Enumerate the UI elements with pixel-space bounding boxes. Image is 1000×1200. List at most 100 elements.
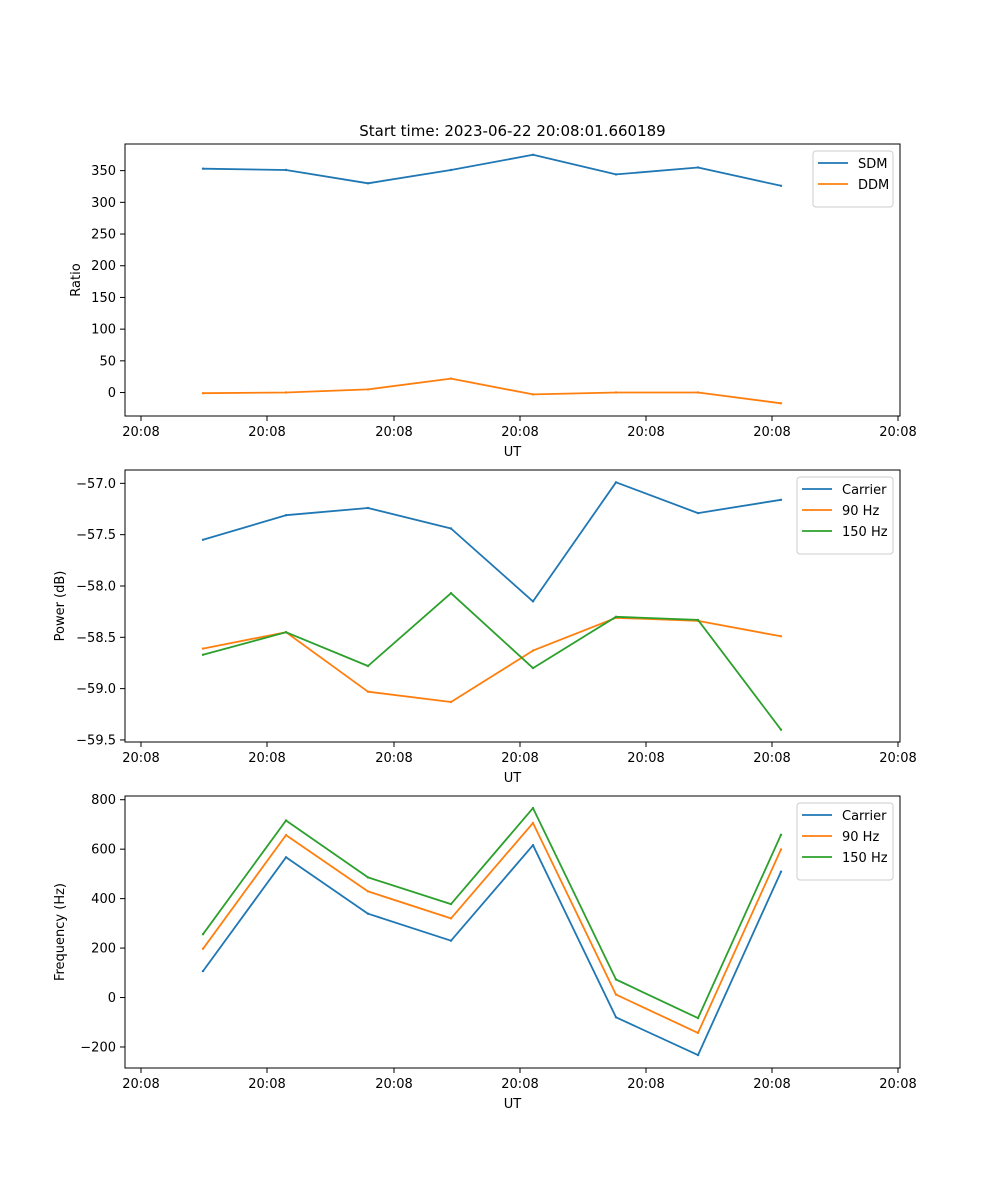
data-point [284,391,288,394]
x-tick-label: 20:08 [879,425,916,440]
data-point [366,912,370,915]
data-point [449,168,453,172]
series-line-150-hz [202,807,782,1019]
x-tick-label: 20:08 [248,1077,285,1092]
x-tick-label: 20:08 [879,1077,916,1092]
data-point [531,821,535,825]
legend-label: 150 Hz [842,525,888,540]
data-point [531,600,535,603]
legend-label: Carrier [842,809,887,824]
x-tick-label: 20:08 [501,425,538,440]
legend-box [812,150,894,208]
x-tick-label: 20:08 [879,751,916,766]
series-line-ddm [202,377,782,405]
legend: Carrier 90 Hz 150 Hz [796,802,894,881]
y-axis-label: Frequency (Hz) [53,883,68,981]
data-point [614,615,618,618]
series-line-90-hz [202,616,782,703]
y-tick-label: −58.5 [76,631,116,646]
chart-panel-3: 20:08 20:08 20:08 20:08 20:08 20:08 20:08 UT −20… [53,793,917,1112]
legend-label: DDM [858,178,889,193]
plot-frame [124,469,901,743]
x-tick-label: 20:08 [501,1077,538,1092]
x-tick-label: 20:08 [375,751,412,766]
data-point [201,167,205,170]
data-point [696,618,700,622]
x-tick-label: 20:08 [122,1077,159,1092]
data-point [366,664,370,668]
chart-panel-1: 20:08 20:08 20:08 20:08 20:08 20:08 20:08 UT 0 50… [69,143,917,460]
x-axis-label: UT [504,1097,522,1112]
data-point [531,666,535,670]
y-tick-label: 250 [91,228,116,243]
data-point [449,527,453,530]
data-point [284,833,288,837]
x-tick-label: 20:08 [248,425,285,440]
y-tick-label: 600 [91,843,116,858]
data-point [366,506,370,510]
data-point [696,1016,700,1020]
x-tick-label: 20:08 [375,425,412,440]
data-point [779,402,783,405]
series-line-carrier [202,844,782,1056]
data-point [201,647,205,650]
y-tick-label: 800 [91,793,116,808]
x-tick-label: 20:08 [501,751,538,766]
data-point [779,498,783,501]
y-tick-label: −200 [80,1040,116,1055]
legend: Carrier 90 Hz 150 Hz [796,476,894,555]
data-point [614,993,618,996]
data-point [201,933,205,936]
x-tick-label: 20:08 [248,751,285,766]
data-point [449,939,453,942]
data-point [284,819,288,822]
plot-frame [124,143,901,417]
x-tick-label: 20:08 [627,751,664,766]
y-tick-label: 100 [91,323,116,338]
series-line-carrier [202,481,782,603]
data-point [201,969,205,973]
legend: SDM DDM [812,150,894,208]
legend-box [796,802,894,881]
x-axis-label: UT [504,771,522,786]
data-point [531,806,535,810]
y-tick-label: 400 [91,892,116,907]
y-tick-label: 0 [108,991,116,1006]
data-point [696,391,700,394]
chart-panel-2: 20:08 20:08 20:08 20:08 20:08 20:08 20:08 UT −59… [53,469,917,786]
y-tick-label: 150 [91,291,116,306]
y-tick-label: −59.0 [76,682,116,697]
data-point [531,844,535,847]
data-point [779,848,783,851]
data-point [366,690,370,693]
data-point [284,514,288,517]
series-line-sdm [202,153,782,187]
y-tick-label: −57.0 [76,477,116,492]
data-point [779,635,783,638]
y-tick-label: 200 [91,259,116,274]
legend-label: 150 Hz [842,851,888,866]
data-point [366,890,370,893]
y-axis-label: Ratio [69,263,84,296]
data-point [614,978,618,981]
data-point [201,653,205,656]
data-point [614,391,618,394]
data-point [696,511,700,515]
data-point [284,168,288,172]
x-axis-label: UT [504,445,522,460]
data-point [614,481,618,484]
legend-box [796,476,894,555]
data-point [779,833,783,836]
data-point [531,649,535,652]
series-line-150-hz [202,592,782,731]
data-point [449,592,453,595]
data-point [531,393,535,396]
data-point [696,166,700,169]
legend-label: Carrier [842,483,887,498]
y-tick-label: 50 [99,354,116,369]
data-point [696,1031,700,1035]
data-point [614,173,618,176]
legend-label: 90 Hz [842,830,879,845]
data-point [696,1053,700,1057]
